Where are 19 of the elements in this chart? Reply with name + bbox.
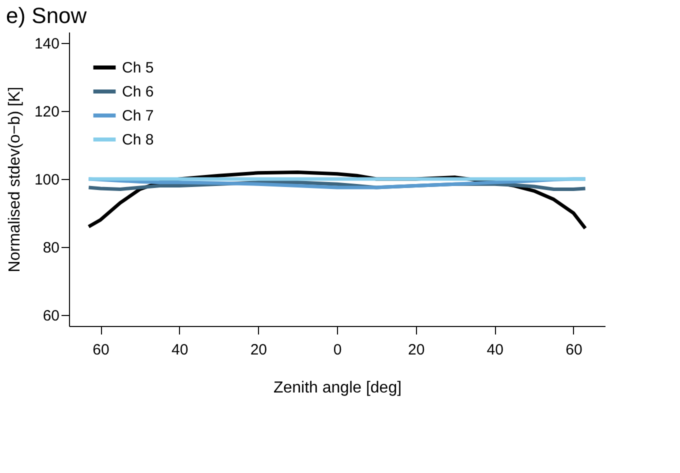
- x-tick-label: 60: [566, 342, 582, 358]
- y-tick-label: 80: [42, 240, 60, 257]
- x-tick-label: 0: [333, 342, 342, 358]
- x-tick-label: 40: [486, 342, 504, 358]
- x-tick-label: 60: [92, 342, 110, 358]
- x-tick-label: 20: [408, 342, 425, 358]
- y-tick-label: 120: [34, 103, 60, 120]
- chart-title: e) Snow: [6, 3, 87, 28]
- y-tick-label: 140: [34, 35, 60, 52]
- y-tick-label: 60: [42, 308, 60, 325]
- y-axis-title: Normalised stdev(o−b) [K]: [6, 86, 24, 272]
- x-tick-label: 40: [172, 342, 188, 358]
- legend-label: Ch 6: [122, 84, 154, 100]
- y-tick-label: 100: [34, 172, 60, 188]
- legend-label: Ch 5: [122, 60, 154, 76]
- x-tick-label: 20: [250, 342, 268, 358]
- legend-label: Ch 7: [122, 108, 154, 124]
- legend-label: Ch 8: [122, 132, 154, 148]
- x-axis-title: Zenith angle [deg]: [273, 380, 402, 396]
